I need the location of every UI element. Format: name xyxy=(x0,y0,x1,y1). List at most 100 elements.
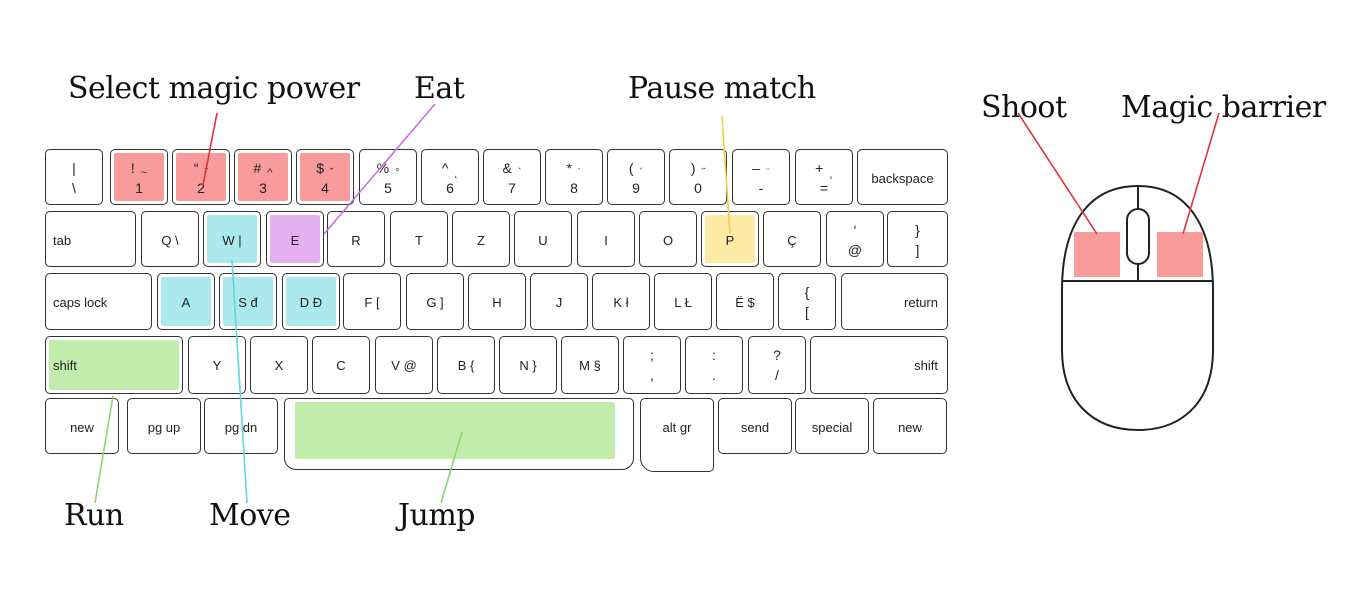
key-pg-up: pg up xyxy=(127,398,201,454)
key-9: (´ 9 xyxy=(607,149,665,205)
key-o: O xyxy=(639,211,697,267)
key-upper-char: & xyxy=(502,160,512,176)
key-label: new xyxy=(898,420,922,435)
key-sym: :. xyxy=(685,336,743,394)
key-upper-label: + ¸ xyxy=(796,160,852,179)
key-label: H xyxy=(492,295,502,310)
key-upper-label: $ ˘ xyxy=(297,160,353,179)
key-v: V @ xyxy=(375,336,433,394)
key-upper-char: ‘ xyxy=(853,222,857,238)
key-u: U xyxy=(514,211,572,267)
key-lower-label: 7 xyxy=(508,180,516,196)
key-upper-char: ; xyxy=(650,347,654,363)
key-label: F [ xyxy=(364,295,380,310)
key-a: A xyxy=(157,273,215,330)
key-accent-char: ˙ xyxy=(577,167,582,179)
key-label: N } xyxy=(519,358,537,373)
key-label: Z xyxy=(477,233,485,248)
key-3: # ^ 3 xyxy=(234,149,292,205)
key-shift: shift xyxy=(810,336,948,394)
key-upper-char: } xyxy=(915,222,920,238)
key-accent-char: ˇ xyxy=(204,167,209,179)
key-sym: | \ xyxy=(45,149,103,205)
key-upper-label: ? xyxy=(749,347,805,363)
key-upper-label: ) ˝ xyxy=(670,160,726,179)
key-upper-char: ) xyxy=(690,160,696,176)
key-label: pg dn xyxy=(224,420,258,435)
key-4: $ ˘ 4 xyxy=(296,149,354,205)
key-lower-label: - xyxy=(758,180,764,196)
key-label: W | xyxy=(222,233,242,248)
mouse-right-button xyxy=(1157,232,1203,277)
key-upper-char: : xyxy=(712,347,716,363)
key-q: Q \ xyxy=(141,211,199,267)
key-upper-label: % ° xyxy=(360,160,416,179)
key-label: O xyxy=(662,233,674,248)
key-upper-label: } xyxy=(888,222,947,238)
key-upper-label: { xyxy=(779,284,835,300)
move-connector xyxy=(231,259,248,504)
key-label: backspace xyxy=(871,171,934,186)
key-label: B { xyxy=(457,358,475,373)
key-upper-char: “ xyxy=(193,160,199,176)
key-label: R xyxy=(351,233,361,248)
key-backspace: backspace xyxy=(857,149,948,205)
key-highlight xyxy=(270,215,320,263)
key-g: G ] xyxy=(406,273,464,330)
key-lower-label: \ xyxy=(72,180,76,196)
key-highlight xyxy=(161,277,211,326)
key-label: caps lock xyxy=(53,295,108,310)
key-label: alt gr xyxy=(662,420,692,435)
label-eat: Eat xyxy=(414,71,465,106)
key-highlight xyxy=(286,277,336,326)
key-highlight xyxy=(207,215,257,263)
key-upper-char: { xyxy=(804,284,810,300)
key-send: send xyxy=(718,398,792,454)
key-lower-label: 1 xyxy=(135,180,143,196)
key-label: new xyxy=(70,420,94,435)
key-label: M § xyxy=(579,358,601,373)
key-upper-label: # ^ xyxy=(235,160,291,179)
key-highlight xyxy=(295,402,615,459)
key-accent-char: ¨ xyxy=(766,167,770,179)
magic-barrier-connector xyxy=(1182,112,1220,235)
key-highlight xyxy=(300,153,350,201)
key-upper-label: : xyxy=(686,347,742,363)
key-accent-char: ˘ xyxy=(330,167,334,179)
key-e: E xyxy=(266,211,324,267)
key-upper-label: | xyxy=(46,160,102,176)
label-run: Run xyxy=(64,498,124,533)
key-0: ) ˝ 0 xyxy=(669,149,727,205)
key-accent-char: ´ xyxy=(639,167,644,179)
key-label: shift xyxy=(53,358,77,373)
key-f: F [ xyxy=(343,273,401,330)
key-lower-label: . xyxy=(712,367,716,383)
key-sym: Ë $ xyxy=(716,273,774,330)
key-highlight xyxy=(49,340,179,390)
key-z: Z xyxy=(452,211,510,267)
key-upper-label: ! ~ xyxy=(111,160,167,179)
key-lower-label: / xyxy=(775,367,779,383)
key-label: V @ xyxy=(391,358,417,373)
key-lower-label: ] xyxy=(915,242,920,258)
key-1: ! ~1 xyxy=(110,149,168,205)
key-upper-char: ? xyxy=(773,347,781,363)
key-return: return xyxy=(841,273,948,330)
key-label: Ë $ xyxy=(735,295,755,310)
key-label: tab xyxy=(53,233,72,248)
key-label: Q \ xyxy=(161,233,179,248)
key-space xyxy=(284,398,634,470)
key-lower-label: 5 xyxy=(384,180,392,196)
key-lower-label: 6 xyxy=(446,180,454,196)
key-label: D Đ xyxy=(299,295,323,310)
key-upper-char: ( xyxy=(628,160,634,176)
key-label: Ç xyxy=(787,233,797,248)
key-upper-label: ^ ˛ xyxy=(422,160,478,179)
label-select-magic-power: Select magic power xyxy=(68,71,360,106)
key-sym: ? / xyxy=(748,336,806,394)
key-sym: – ¨ - xyxy=(732,149,790,205)
key-d: D Đ xyxy=(282,273,340,330)
label-move: Move xyxy=(209,498,291,533)
key-lower-label: 3 xyxy=(259,180,267,196)
key-sym: Ç xyxy=(763,211,821,267)
